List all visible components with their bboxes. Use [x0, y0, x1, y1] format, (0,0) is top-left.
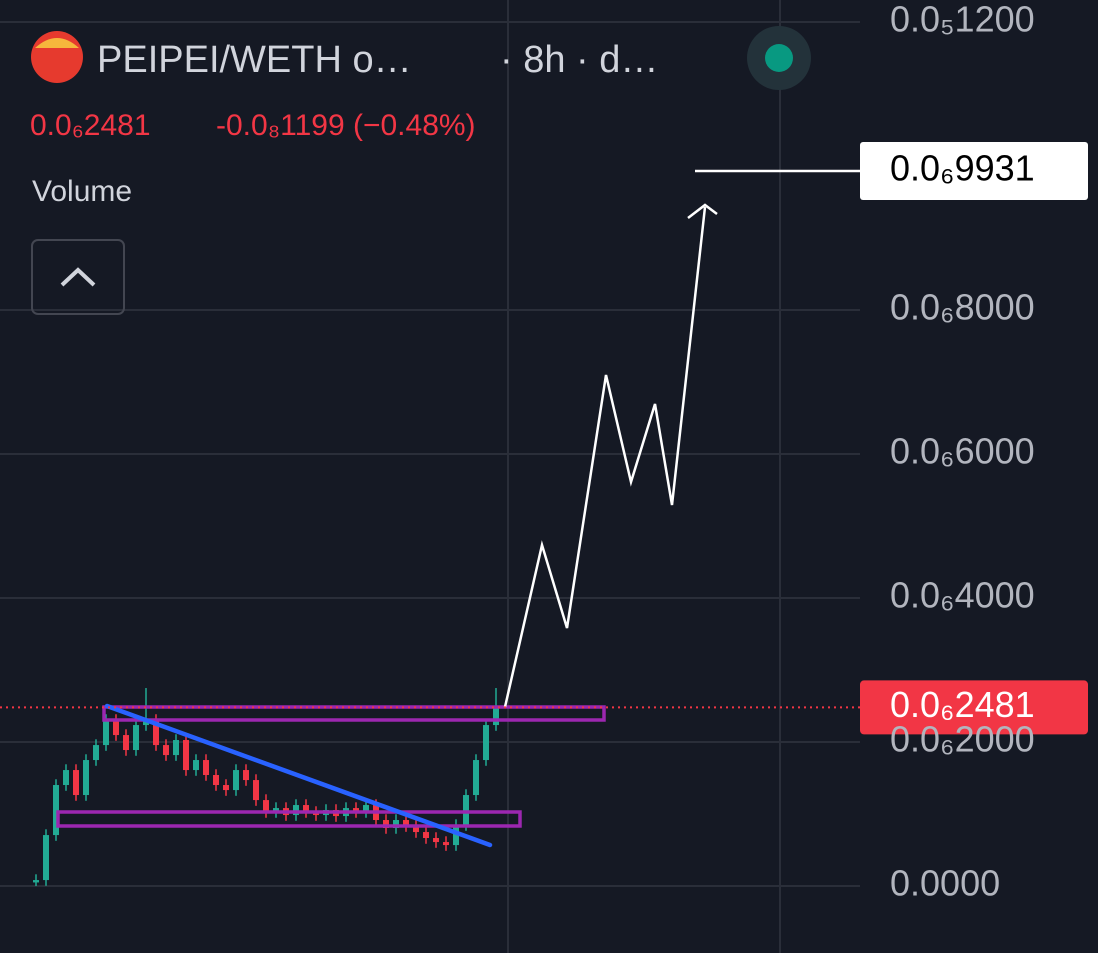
y-tick-label: 0.0₆2000 [890, 719, 1035, 760]
candle-body [223, 785, 229, 791]
trend-line [104, 703, 493, 848]
candle-body [433, 838, 439, 843]
candle-body [473, 760, 479, 796]
y-tick-label: 0.0₆6000 [890, 431, 1035, 472]
collapse-icon [60, 267, 96, 287]
candle-body [263, 800, 269, 813]
candle-body [493, 707, 499, 726]
candle-body [453, 825, 459, 846]
candle-body [123, 735, 129, 751]
projection-arrowhead [687, 203, 718, 219]
candle-body [43, 835, 49, 881]
candle-body [63, 770, 69, 786]
candle-body [413, 826, 419, 833]
candle-body [403, 820, 409, 827]
candle-body [153, 720, 159, 746]
candle-body [183, 740, 189, 771]
candle-body [383, 820, 389, 829]
candle-body [233, 770, 239, 791]
current-price-tag [860, 680, 1088, 735]
price-change: -0.0₈1199 (−0.48%) [216, 109, 476, 142]
grid [0, 0, 860, 953]
candle-body [113, 720, 119, 736]
y-tick-label: 0.0₆8000 [890, 287, 1035, 328]
target-price-label: 0.0₆9931 [890, 148, 1035, 189]
current-price-label: 0.0₆2481 [890, 684, 1035, 725]
y-tick-label: 0.0000 [890, 863, 1000, 904]
candle-body [193, 760, 199, 771]
candle-body [83, 760, 89, 796]
candle-body [93, 745, 99, 761]
projection-path [503, 206, 707, 708]
support-zone [56, 810, 522, 828]
candle-body [73, 770, 79, 796]
candle-body [133, 725, 139, 751]
candle-body [353, 808, 359, 813]
y-tick-label: 0.0₆4000 [890, 575, 1035, 616]
token-logo-hat [35, 38, 79, 48]
candle-body [393, 820, 399, 829]
legend: PEIPEI/WETH o… · 8h · d… 0.0₆2481 -0.0₈1… [30, 26, 811, 315]
candle-body [483, 725, 489, 761]
candle-body [273, 808, 279, 813]
candle-body [303, 805, 309, 813]
target-price-tag [860, 142, 1088, 201]
candle-body [253, 780, 259, 801]
candle-body [443, 842, 449, 846]
candle-body [243, 770, 249, 781]
candle-body [363, 805, 369, 813]
pair-name: PEIPEI/WETH o… [97, 39, 412, 81]
candle-body [173, 740, 179, 756]
candle-body [463, 795, 469, 826]
y-tick-label: 0.0₅1200 [890, 0, 1035, 40]
indicator-name: Volume [32, 175, 132, 208]
candle-body [213, 775, 219, 786]
candles [33, 688, 499, 887]
collapse-button[interactable] [31, 239, 125, 315]
candle-body [293, 805, 299, 816]
candle-body [423, 832, 429, 839]
status-dot [765, 44, 793, 72]
last-price: 0.0₆2481 [30, 109, 151, 142]
candle-body [103, 720, 109, 746]
price-overlay: 0.0₆2481 0.0₆9931 [0, 142, 1088, 735]
candle-body [163, 745, 169, 756]
candle-body [33, 880, 39, 883]
candle-body [203, 760, 209, 776]
candle-body [53, 785, 59, 836]
interval: · 8h · d… [500, 39, 658, 81]
